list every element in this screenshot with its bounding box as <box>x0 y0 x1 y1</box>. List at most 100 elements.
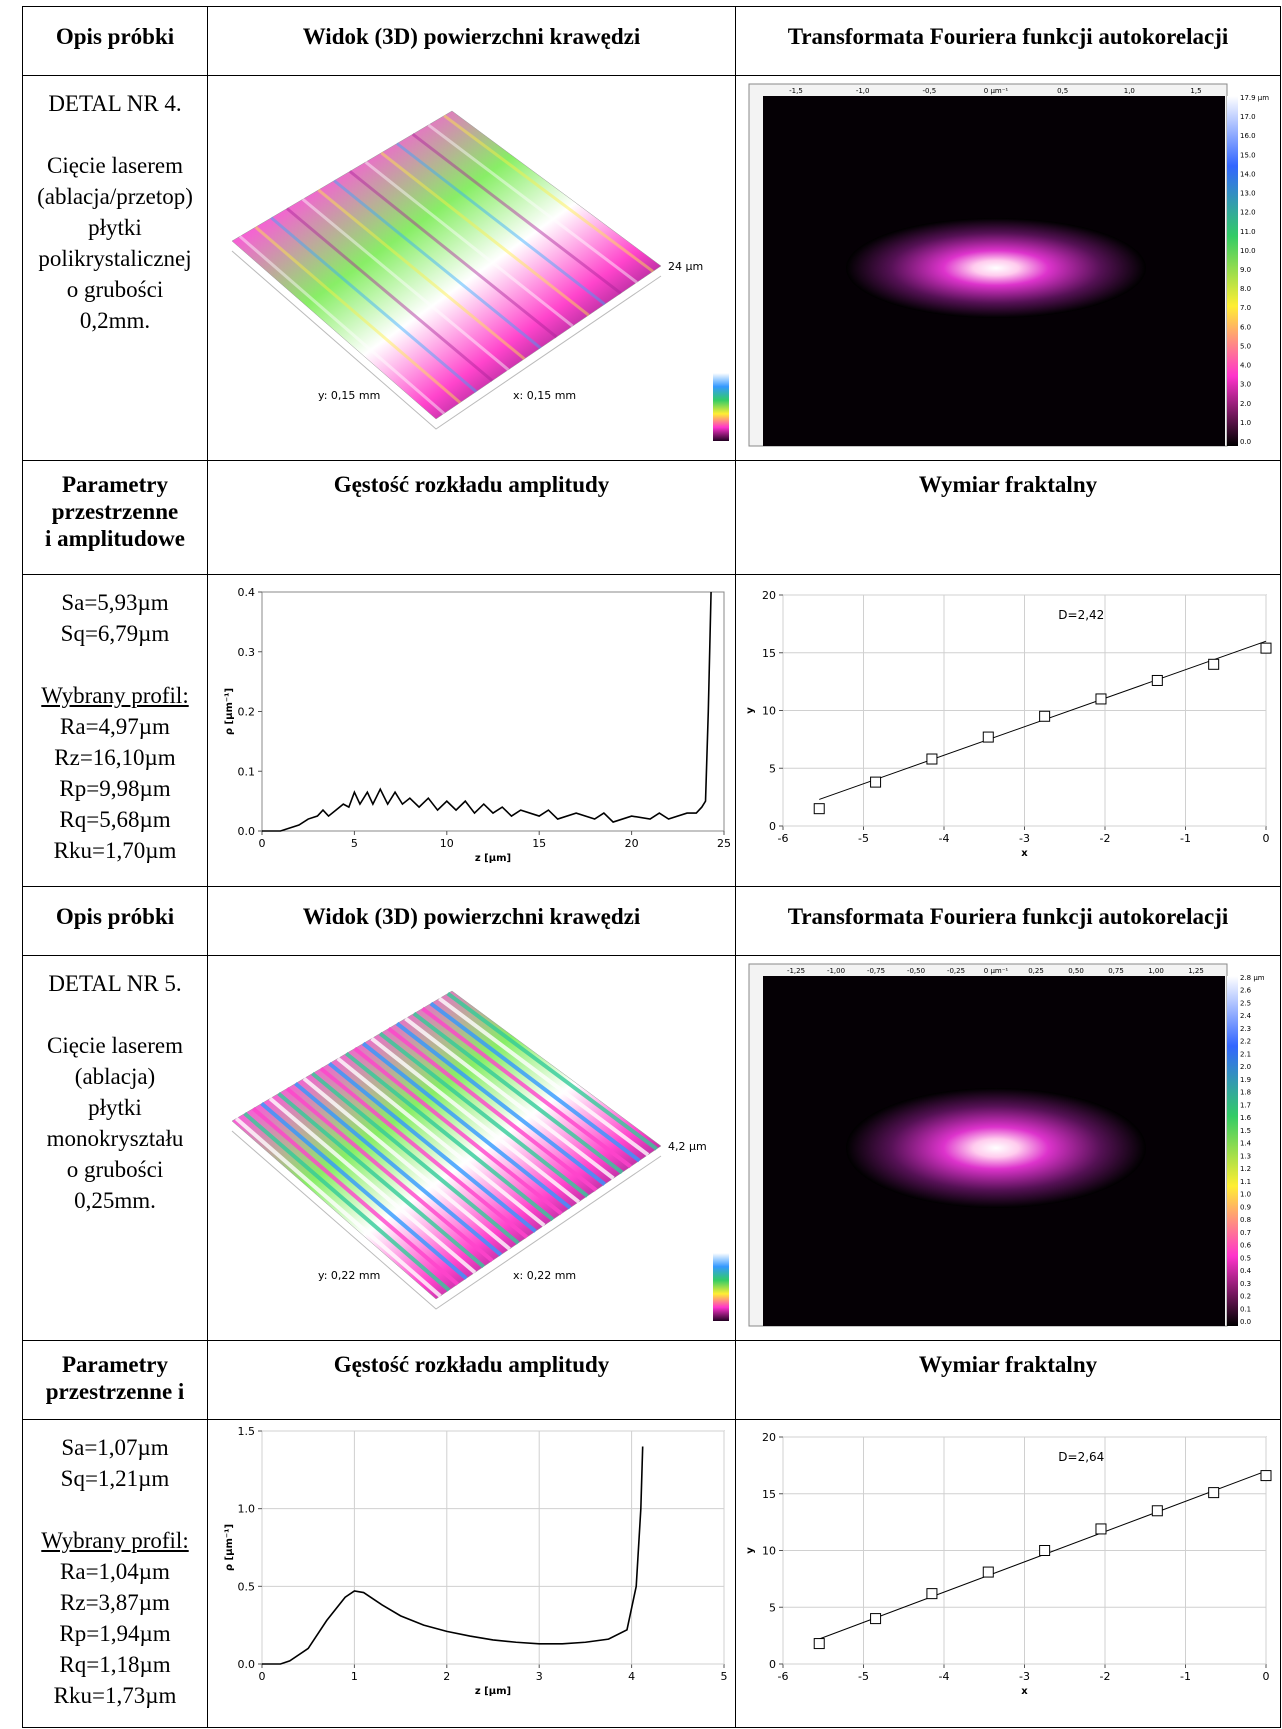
data-point <box>1208 658 1220 670</box>
surface-texture <box>378 1031 589 1198</box>
x-axis-label: x <box>1021 848 1028 859</box>
surface-texture <box>270 216 478 393</box>
surface-texture <box>301 198 510 371</box>
x-tick-label: -5 <box>858 1670 869 1683</box>
surface-texture <box>438 996 650 1157</box>
x-tick-label: -5 <box>858 832 869 845</box>
colorbar-label: 10.0 <box>1240 247 1256 255</box>
y-tick-label: 10 <box>762 1545 776 1558</box>
data-point <box>1151 1505 1163 1517</box>
results-table: Opis próbki Widok (3D) powierzchni krawęd… <box>22 6 1281 1728</box>
data-point <box>870 776 882 788</box>
profile-parameter: Rz=3,87µm <box>60 1590 170 1615</box>
density-cell: 0 5 10 15 20 25 0.0 0.1 0.2 0.3 0.4 z [µm] ρ [µm⁻¹] <box>207 574 736 887</box>
colorbar-label: 1.6 <box>1240 1114 1252 1122</box>
profile-title: Wybrany profil: <box>41 683 189 708</box>
surface-texture <box>361 1041 572 1210</box>
colorbar-label: 8.0 <box>1240 285 1251 293</box>
colorbar-label: 1.0 <box>1240 1191 1251 1199</box>
colorbar-label: 2.0 <box>1240 400 1251 408</box>
header-cell: Gęstość rozkładu amplitudy <box>207 460 736 575</box>
surface-texture <box>260 1101 468 1280</box>
y-tick-label: 20 <box>762 589 776 602</box>
x-tick-label: -3 <box>1019 832 1030 845</box>
fft-axis-label: -0,50 <box>907 967 925 975</box>
y-tick-label: 0.5 <box>238 1580 256 1593</box>
surface-texture <box>370 1036 581 1204</box>
spacer <box>24 999 207 1030</box>
profile-parameter: Rp=9,98µm <box>59 776 171 801</box>
header-cell: Opis próbki <box>22 6 208 76</box>
data-point <box>1039 1545 1051 1556</box>
x-tick-label: 3 <box>536 1670 543 1683</box>
colorbar-label: 1.3 <box>1240 1152 1251 1160</box>
y-tick-label: 0.4 <box>238 586 256 599</box>
sample-description: Cięcie laserem <box>46 153 183 178</box>
data-point <box>1095 693 1107 705</box>
surface-edge <box>231 1130 662 1310</box>
fft-cell: -1,25 -1,00 -0,75 -0,50 -0,25 0 µm⁻¹ 0,25 0,50 0… <box>735 955 1281 1341</box>
colorbar-label: 0.7 <box>1240 1229 1251 1237</box>
x-tick-label: -6 <box>778 1670 789 1683</box>
fractal-cell: -6 -5 -4 -3 -2 -1 0 0 5 10 15 20 x y D=2,42 <box>735 574 1281 887</box>
height-label: 24 µm <box>668 260 703 273</box>
colorbar-label: 1.2 <box>1240 1165 1251 1173</box>
colorbar-label: 9.0 <box>1240 266 1251 274</box>
y-tick-label: 15 <box>762 647 776 660</box>
colorbar-label: 2.5 <box>1240 999 1251 1007</box>
profile-parameter: Rp=1,94µm <box>59 1621 171 1646</box>
fft-axis-label: 0,75 <box>1108 967 1124 975</box>
surface-cell: 24 µm y: 0,15 mm x: 0,15 mm <box>207 75 736 461</box>
surface-texture <box>427 123 638 284</box>
fft-spectrum <box>846 1088 1146 1208</box>
x-tick-label: 0 <box>259 837 266 850</box>
sample-description: monokryształu <box>46 1126 184 1151</box>
column-header: i amplitudowe <box>45 526 185 551</box>
x-size-label: x: 0,22 mm <box>513 1269 576 1282</box>
fft-axis-label: -1,5 <box>789 87 803 95</box>
fft-axis-label: -0,75 <box>867 967 885 975</box>
column-header: przestrzenne <box>51 499 179 524</box>
profile-parameter: Rku=1,70µm <box>53 838 177 863</box>
sample-title: DETAL NR 5. <box>48 971 182 996</box>
x-tick-label: -2 <box>1100 832 1111 845</box>
y-tick-label: 0 <box>769 1658 776 1671</box>
colorbar-label: 4.0 <box>1240 362 1251 370</box>
header-cell: Wymiar fraktalny <box>735 460 1281 575</box>
colorbar-label: 0.5 <box>1240 1254 1251 1262</box>
column-header: Opis próbki <box>55 24 175 49</box>
colorbar-label: 15.0 <box>1240 151 1256 159</box>
data-point <box>926 753 938 765</box>
x-tick-label: 5 <box>351 837 358 850</box>
fft-axis-label: 1,25 <box>1188 967 1204 975</box>
surface-texture <box>395 1021 606 1186</box>
sample-description: (ablacja) <box>74 1064 156 1089</box>
fft-axis-label: -0,5 <box>922 87 936 95</box>
sample-description: 0,25mm. <box>74 1188 156 1213</box>
header-cell: Parametry przestrzenne i amplitudowe <box>22 460 208 575</box>
fft-cell: -1,5 -1,0 -0,5 0 µm⁻¹ 0,5 1,0 1,5 17.9 µm 17.0 16… <box>735 75 1281 461</box>
colorbar-label: 1.8 <box>1240 1089 1251 1097</box>
x-tick-label: -3 <box>1019 1670 1030 1683</box>
x-tick-label: -4 <box>939 1670 950 1683</box>
fractal-dimension: D=2,42 <box>1058 608 1104 622</box>
surface-texture <box>243 1111 451 1292</box>
fft-axis-label: 0,5 <box>1057 87 1068 95</box>
surface-parameter: Sq=1,21µm <box>60 1466 170 1491</box>
colorbar-label: 16.0 <box>1240 132 1256 140</box>
fractal-chart: -6 -5 -4 -3 -2 -1 0 0 5 10 15 20 x y D=2,42 <box>745 589 1272 859</box>
fft-axis-label: 1,5 <box>1190 87 1201 95</box>
header-cell: Transformata Fouriera funkcji autokorela… <box>735 886 1281 956</box>
fft-view: -1,5 -1,0 -0,5 0 µm⁻¹ 0,5 1,0 1,5 17.9 µm 17.0 16… <box>748 83 1269 447</box>
colorbar-label: 1.9 <box>1240 1076 1251 1084</box>
profile-parameter: Rz=16,10µm <box>54 745 176 770</box>
table-row: Opis próbki Widok (3D) powierzchni krawęd… <box>22 886 1281 956</box>
colorbar-label: 2.3 <box>1240 1025 1251 1033</box>
colorbar-label: 0.8 <box>1240 1216 1251 1224</box>
y-tick-label: 20 <box>762 1431 776 1444</box>
header-cell: Parametry przestrzenne i <box>22 1340 208 1420</box>
sample-cell: DETAL NR 5. Cięcie laserem (ablacja) płytki… <box>22 955 208 1341</box>
x-tick-label: 1 <box>351 1670 358 1683</box>
colorbar-label: 0.0 <box>1240 1318 1251 1326</box>
data-point <box>870 1613 882 1625</box>
